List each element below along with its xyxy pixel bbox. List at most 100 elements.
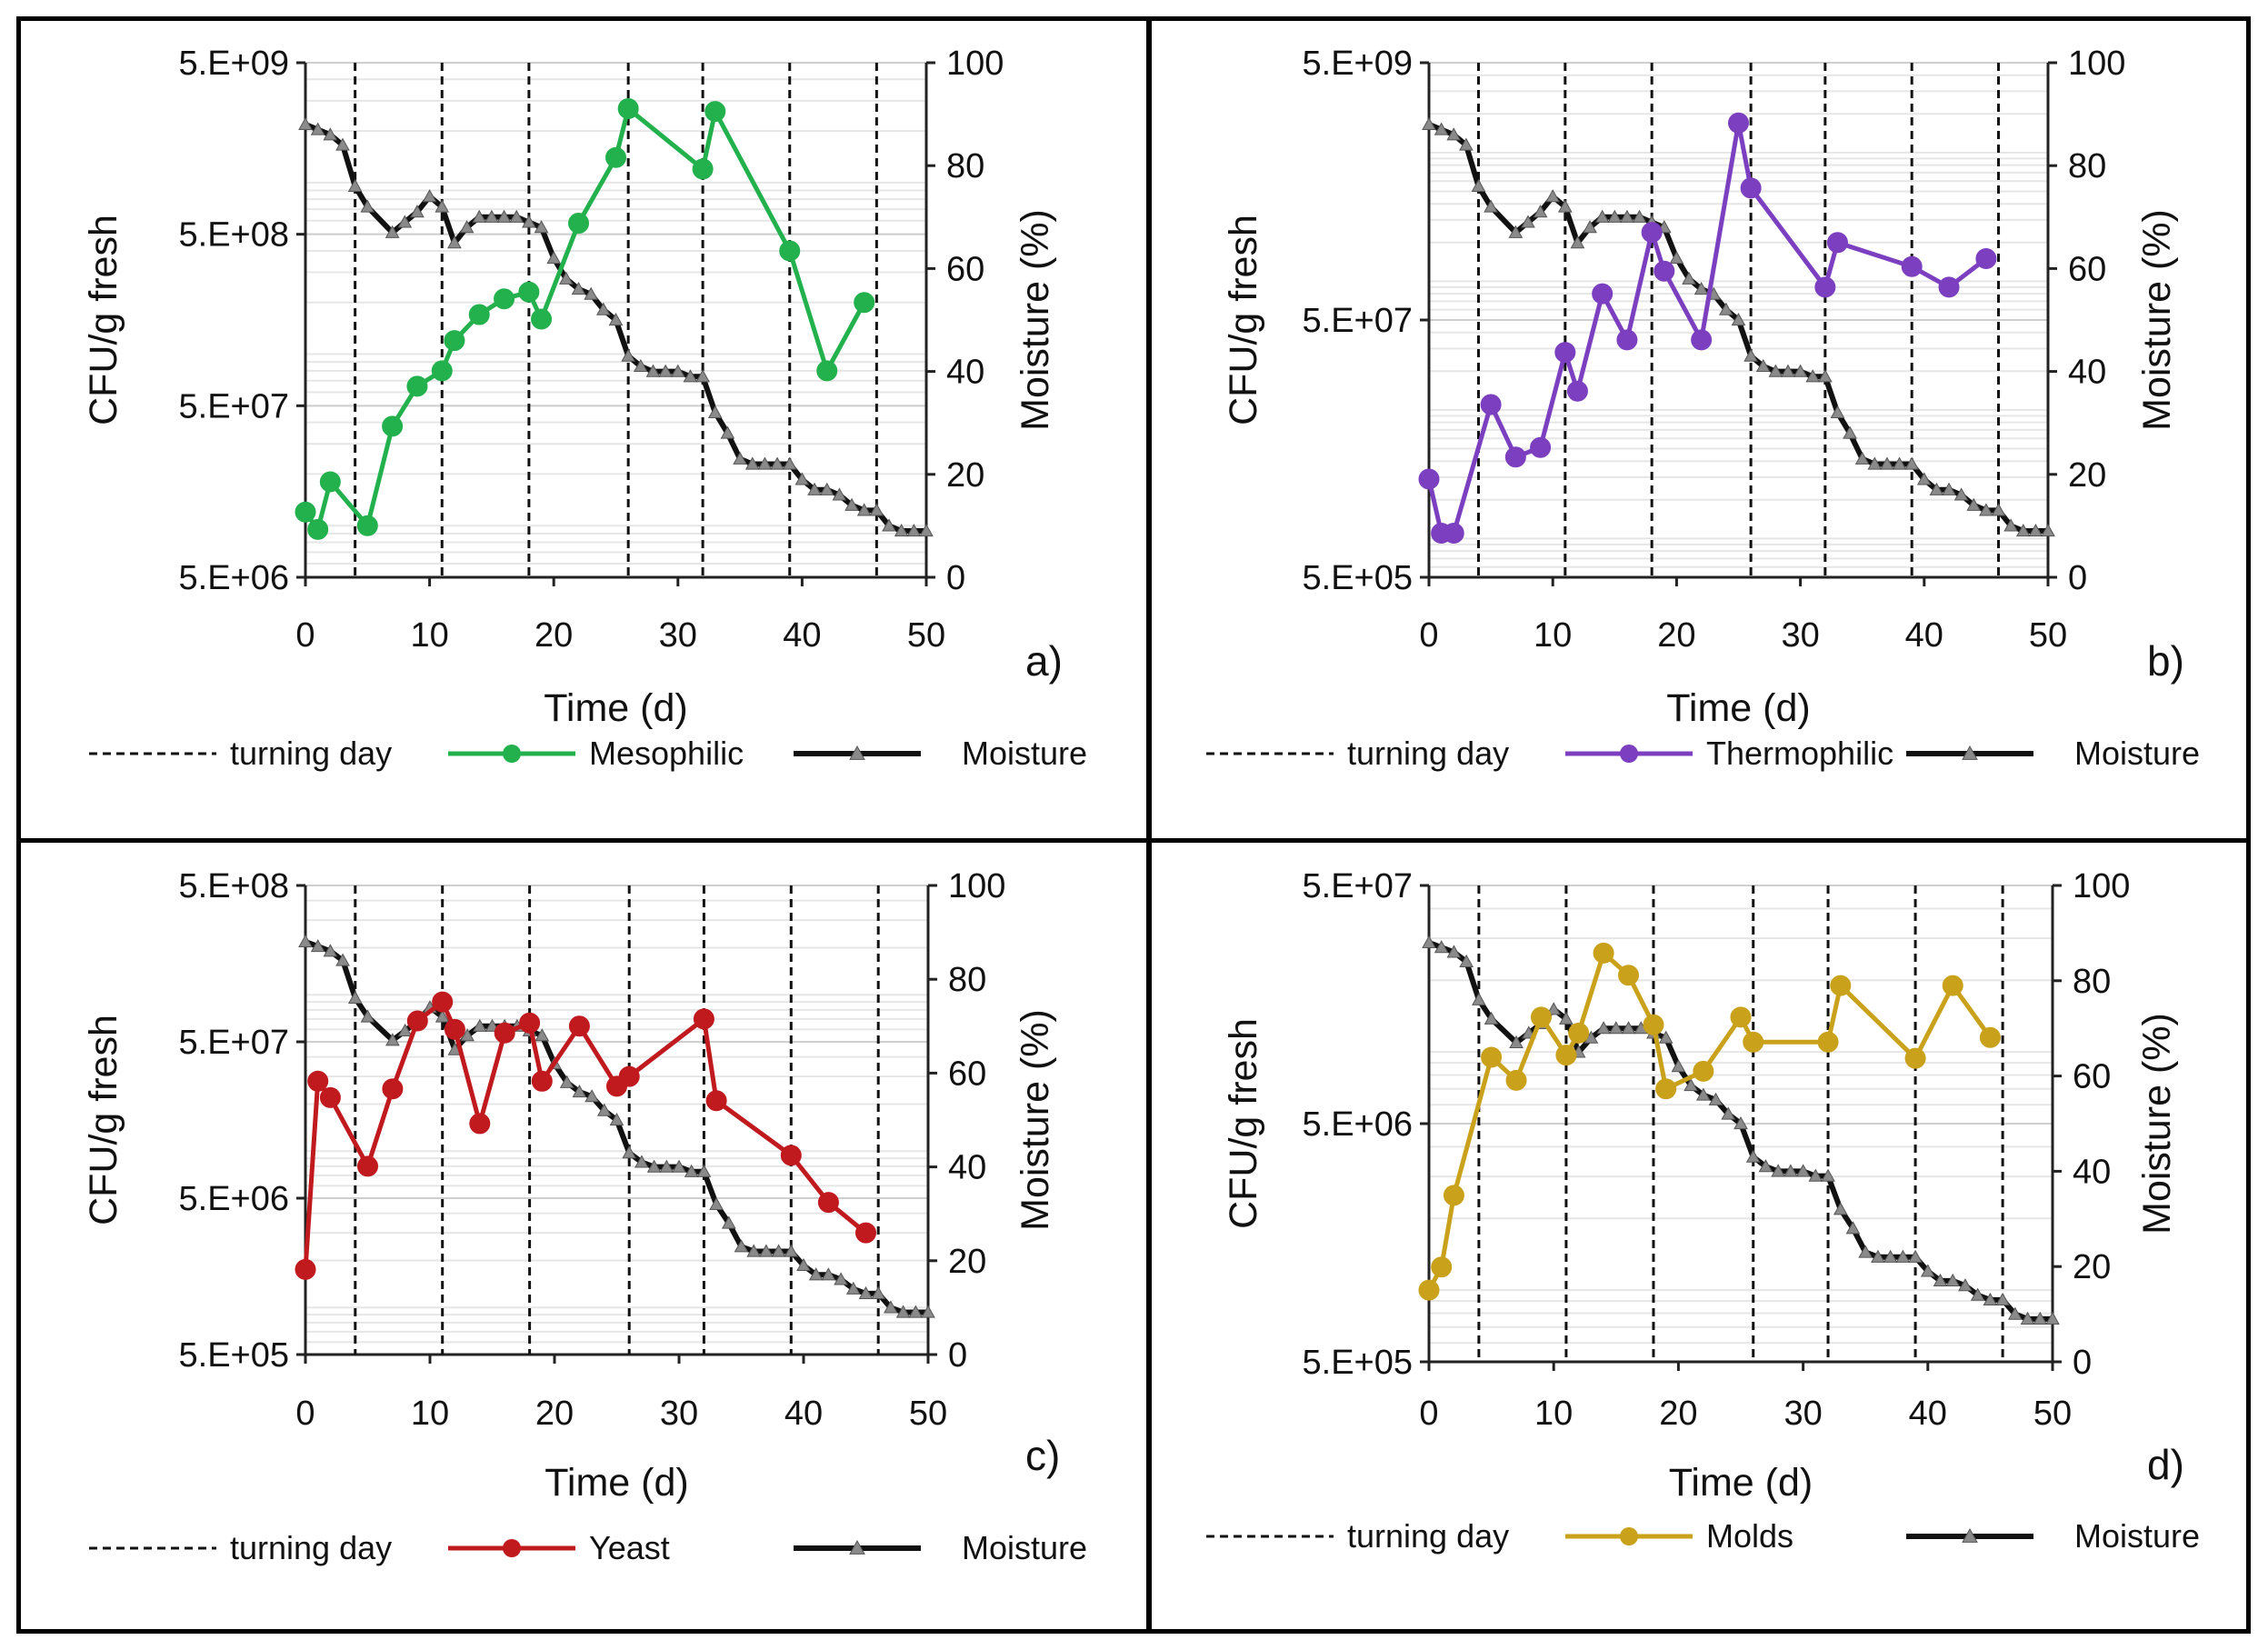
y2-tick-label: 40	[946, 354, 984, 392]
moisture-point	[584, 286, 599, 300]
y-tick-label: 5.E+08	[179, 216, 290, 255]
moisture-point	[759, 1244, 774, 1257]
moisture-point	[534, 220, 549, 234]
moisture-point	[1771, 1164, 1786, 1177]
moisture-point	[596, 1103, 612, 1116]
y2-axis-title: Moisture (%)	[1014, 1009, 1057, 1231]
series-point	[1481, 1046, 1503, 1068]
moisture-point	[2020, 1311, 2035, 1325]
moisture-point	[633, 358, 648, 373]
moisture-point	[1459, 954, 1474, 967]
series-point	[431, 360, 453, 382]
y-tick-label: 5.E+09	[179, 45, 290, 83]
series-point	[1554, 342, 1576, 364]
moisture-point	[1795, 1164, 1811, 1177]
moisture-line	[304, 939, 928, 1315]
moisture-point	[1983, 1292, 1998, 1305]
moisture-point	[1607, 209, 1623, 223]
moisture-point	[733, 451, 747, 465]
y-axis-title: CFU/g fresh	[82, 1015, 125, 1225]
moisture-point	[1708, 1092, 1723, 1105]
series-point	[444, 1018, 465, 1040]
moisture-point	[1719, 302, 1733, 315]
y-tick-label: 5.E+07	[179, 387, 290, 425]
moisture-point	[695, 369, 710, 383]
y2-tick-label: 20	[948, 1243, 986, 1281]
moisture-point	[721, 1215, 736, 1229]
moisture-point	[807, 482, 822, 495]
moisture-point	[1434, 122, 1449, 135]
moisture-point	[1459, 137, 1474, 151]
moisture-point	[882, 518, 896, 532]
series-point	[307, 1070, 329, 1092]
series-point	[531, 308, 553, 330]
moisture-point	[659, 1159, 674, 1173]
series-point	[406, 375, 428, 397]
moisture-point	[894, 524, 909, 537]
moisture-point	[871, 1285, 886, 1300]
series-point	[1979, 1026, 2001, 1048]
series-point	[1443, 523, 1464, 545]
series-point	[1593, 942, 1614, 964]
moisture-point	[1904, 456, 1920, 470]
moisture-point	[459, 220, 475, 234]
x-tick-label: 50	[909, 1395, 947, 1433]
moisture-point	[1895, 1249, 1911, 1263]
moisture-point	[472, 209, 487, 223]
chart-c-svg: 5.E+05 5.E+06 5.E+07 5.E+08 0 20 40 60 80 100 0 10 2…	[82, 867, 1087, 1566]
x-tick-label: 10	[410, 616, 448, 655]
series-line	[303, 998, 868, 1270]
series-point	[1655, 1078, 1677, 1100]
series-point	[779, 240, 801, 262]
x-tick-label: 10	[1534, 1395, 1573, 1433]
moisture-point	[1995, 1292, 2010, 1305]
moisture-point	[908, 1305, 924, 1318]
moisture-point	[1833, 1202, 1848, 1215]
moisture-point	[1533, 205, 1548, 218]
moisture-point	[546, 251, 562, 265]
moisture-point	[1434, 940, 1449, 954]
series-point	[519, 1012, 541, 1034]
moisture-point	[1682, 271, 1696, 285]
moisture-point	[1966, 497, 1982, 511]
moisture-point	[1694, 282, 1709, 295]
moisture-point	[1484, 199, 1498, 213]
series-point	[494, 288, 515, 310]
moisture-point	[1768, 364, 1783, 377]
x-axis-title: Time (d)	[1669, 1461, 1813, 1505]
moisture-point	[1883, 1249, 1898, 1263]
moisture-point	[298, 116, 313, 131]
moisture-point	[707, 405, 723, 418]
x-tick-label: 40	[1905, 616, 1943, 655]
moisture-line	[304, 122, 926, 535]
moisture-point	[1854, 451, 1870, 465]
moisture-point	[1920, 1264, 1935, 1277]
moisture-point	[1781, 364, 1795, 377]
series-point	[1817, 1031, 1839, 1053]
y-tick-label: 5.E+05	[1303, 1344, 1414, 1382]
moisture-point	[1621, 1021, 1636, 1035]
moisture-point	[360, 1009, 375, 1023]
moisture-point	[1509, 1035, 1524, 1049]
moisture-point	[622, 1145, 637, 1159]
moisture-point	[1596, 1021, 1611, 1035]
moisture-point	[696, 1164, 712, 1177]
y-tick-label: 5.E+06	[1303, 1105, 1414, 1144]
moisture-point	[1858, 1245, 1873, 1258]
moisture-point	[1817, 369, 1833, 383]
moisture-point	[410, 205, 425, 218]
moisture-point	[1991, 503, 2006, 516]
panel-label: d)	[2147, 1441, 2184, 1488]
moisture-point	[1557, 199, 1573, 213]
series-point	[1904, 1047, 1926, 1069]
moisture-point	[397, 1023, 413, 1037]
moisture-point	[634, 1155, 649, 1168]
series-point	[1530, 436, 1552, 458]
series-point	[1693, 1060, 1714, 1082]
series-point	[1505, 1069, 1527, 1091]
y-tick-label: 5.E+05	[179, 1336, 290, 1375]
moisture-point	[2015, 524, 2031, 537]
legend-turning-label: turning day	[1347, 735, 1509, 772]
moisture-point	[683, 369, 698, 383]
moisture-point	[672, 1159, 686, 1173]
